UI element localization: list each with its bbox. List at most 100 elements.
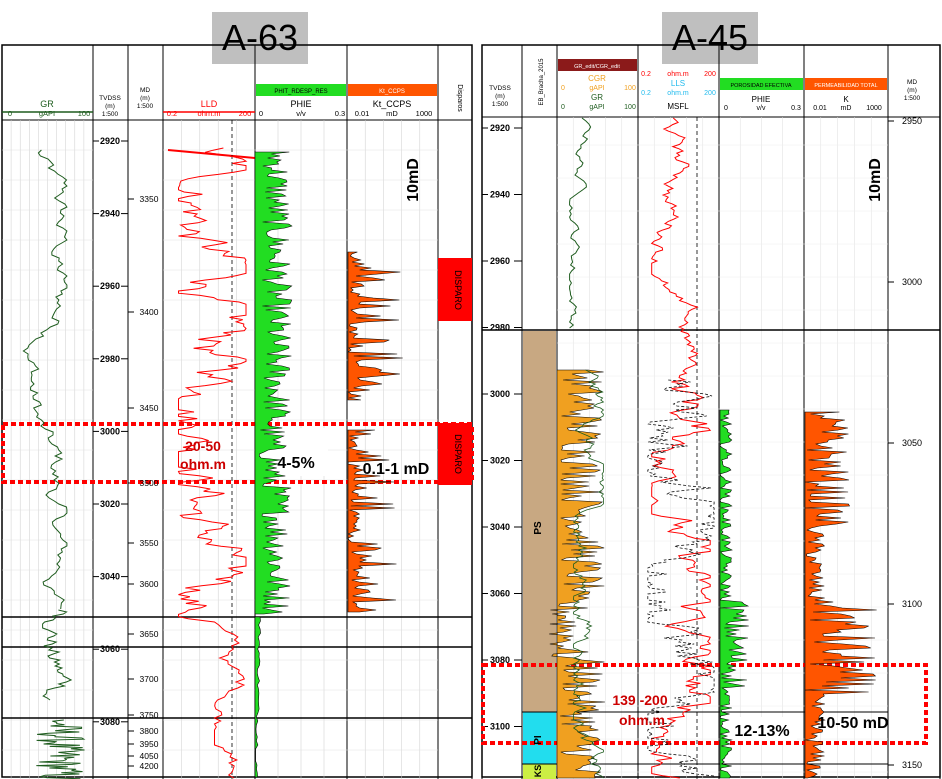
- lls-title: LLS: [671, 79, 685, 88]
- perm-cutoff-label: 10mD: [405, 158, 422, 202]
- perm-title: K: [843, 95, 849, 104]
- gr-min: 0: [561, 104, 565, 111]
- res-spike: [167, 149, 256, 159]
- zone-label-pi: PI: [533, 735, 544, 745]
- zone-ks: [523, 764, 556, 779]
- disparo-block: [438, 258, 472, 321]
- phie-header-bar: [256, 84, 346, 96]
- md-tick: 3150: [902, 760, 922, 770]
- gr-unit: gAPI: [589, 104, 604, 111]
- gr-title: GR: [591, 93, 603, 102]
- disparo-block: [438, 423, 472, 485]
- tvdss-unit: (m): [105, 103, 115, 110]
- zone-label-ps: PS: [533, 521, 544, 535]
- phie-min: 0: [259, 109, 263, 118]
- zone-label-ks: KS: [533, 765, 543, 778]
- res-max: 200: [239, 109, 252, 118]
- perm-annotation: 10-50 mD: [817, 715, 888, 732]
- md-tick: 4050: [140, 751, 159, 761]
- gr-header-bar: [558, 59, 637, 71]
- gr-title: GR: [40, 99, 54, 109]
- res-annotation-unit: ohm.m: [619, 712, 665, 728]
- highlight-box-a45: [481, 663, 928, 745]
- md-tick: 3500: [140, 478, 159, 488]
- gr-curve-a63-low: [42, 609, 73, 701]
- phie-max: 0.3: [791, 105, 801, 112]
- zone-pi: [523, 712, 556, 764]
- perm-title: Kt_CCPS: [373, 99, 412, 109]
- md-scale: 1:500: [904, 95, 921, 102]
- cgr-unit: gAPI: [589, 85, 604, 92]
- md-tick: 3100: [902, 599, 922, 609]
- gr-curve-a63-dense: [36, 719, 86, 779]
- phie-fill-a63-low: [254, 616, 261, 778]
- cgr-fill-a45: [549, 369, 606, 779]
- phie-header: PHIT_RDESP_RES: [274, 89, 327, 95]
- md-tick: 3600: [140, 579, 159, 589]
- md-scale: 1:500: [137, 103, 154, 110]
- phie-annotation-bg: [725, 717, 797, 741]
- gr-curve-a45-low: [572, 369, 605, 779]
- md-tick: 3800: [140, 726, 159, 736]
- gr-curve-a63: [22, 149, 68, 610]
- res-unit: ohm.m: [198, 109, 221, 118]
- msfl-min: 0.2: [641, 90, 651, 97]
- tvdss-tick: 3080: [490, 655, 510, 665]
- md-unit: (m): [907, 87, 917, 94]
- msfl-title: MSFL: [667, 102, 689, 111]
- md-tick: 3350: [140, 194, 159, 204]
- phie-unit: v/v: [296, 109, 306, 118]
- tvdss-tick: 3100: [490, 722, 510, 732]
- res-curve-a63: [177, 147, 248, 779]
- perm-unit: mD: [841, 105, 852, 112]
- md-tick: 3750: [140, 710, 159, 720]
- phie-annotation: 12-13%: [734, 723, 789, 740]
- tvdss-tick: 3000: [100, 426, 120, 436]
- perm-header: Kt_CCPS: [379, 89, 405, 95]
- md-tick: 3050: [902, 438, 922, 448]
- perm-annotation: 0.1-1 mD: [363, 461, 430, 478]
- cgr-title: CGR: [588, 74, 606, 83]
- perm-max: 1000: [866, 105, 882, 112]
- lls-max: 200: [704, 71, 716, 78]
- md-tick: 3650: [140, 629, 159, 639]
- phie-fill-a63: [254, 151, 293, 615]
- msfl-unit: ohm.m: [667, 90, 689, 97]
- highlight-box-a63: [1, 422, 474, 484]
- msfl-curve-a45: [650, 117, 712, 779]
- lls-unit: ohm.m: [667, 71, 689, 78]
- tvdss-tick: 3060: [100, 644, 120, 654]
- tvdss-scale: 1:500: [102, 111, 119, 118]
- lls-min: 0.2: [641, 71, 651, 78]
- zone-title: EB_Bracha_2015: [539, 58, 545, 106]
- res-title: LLD: [201, 99, 218, 109]
- md-tick: 3450: [140, 403, 159, 413]
- perm-header-bar: [805, 78, 887, 90]
- phie-min: 0: [724, 105, 728, 112]
- tvdss-tick: 3000: [490, 389, 510, 399]
- perm-cutoff-label: 10mD: [867, 158, 884, 202]
- md-tick: 3950: [140, 739, 159, 749]
- tvdss-title: TVDSS: [489, 85, 511, 92]
- tvdss-tick: 3040: [490, 522, 510, 532]
- gr-unit: gAPI: [39, 109, 55, 118]
- perm-max: 1000: [416, 109, 433, 118]
- md-tick: 3000: [902, 277, 922, 287]
- md-unit: (m): [140, 95, 150, 102]
- md-title: MD: [907, 79, 917, 86]
- disparo-label: DISPARO: [453, 270, 463, 310]
- disparo-label: DISPARO: [453, 434, 463, 474]
- res-min: 0.2: [167, 109, 177, 118]
- perm-fill-a63: [347, 251, 403, 401]
- tvdss-tick: 3060: [490, 589, 510, 599]
- md-tick: 4200: [140, 761, 159, 771]
- phie-title: PHIE: [752, 95, 771, 104]
- cgr-min: 0: [561, 85, 565, 92]
- res-annotation: 20-50: [185, 438, 221, 454]
- tvdss-scale: 1:500: [492, 101, 509, 108]
- md-tick: 3400: [140, 307, 159, 317]
- gr-max: 100: [78, 109, 91, 118]
- msfl-max: 200: [704, 90, 716, 97]
- phie-header: POROSIDAD EFECTIVA: [730, 83, 791, 89]
